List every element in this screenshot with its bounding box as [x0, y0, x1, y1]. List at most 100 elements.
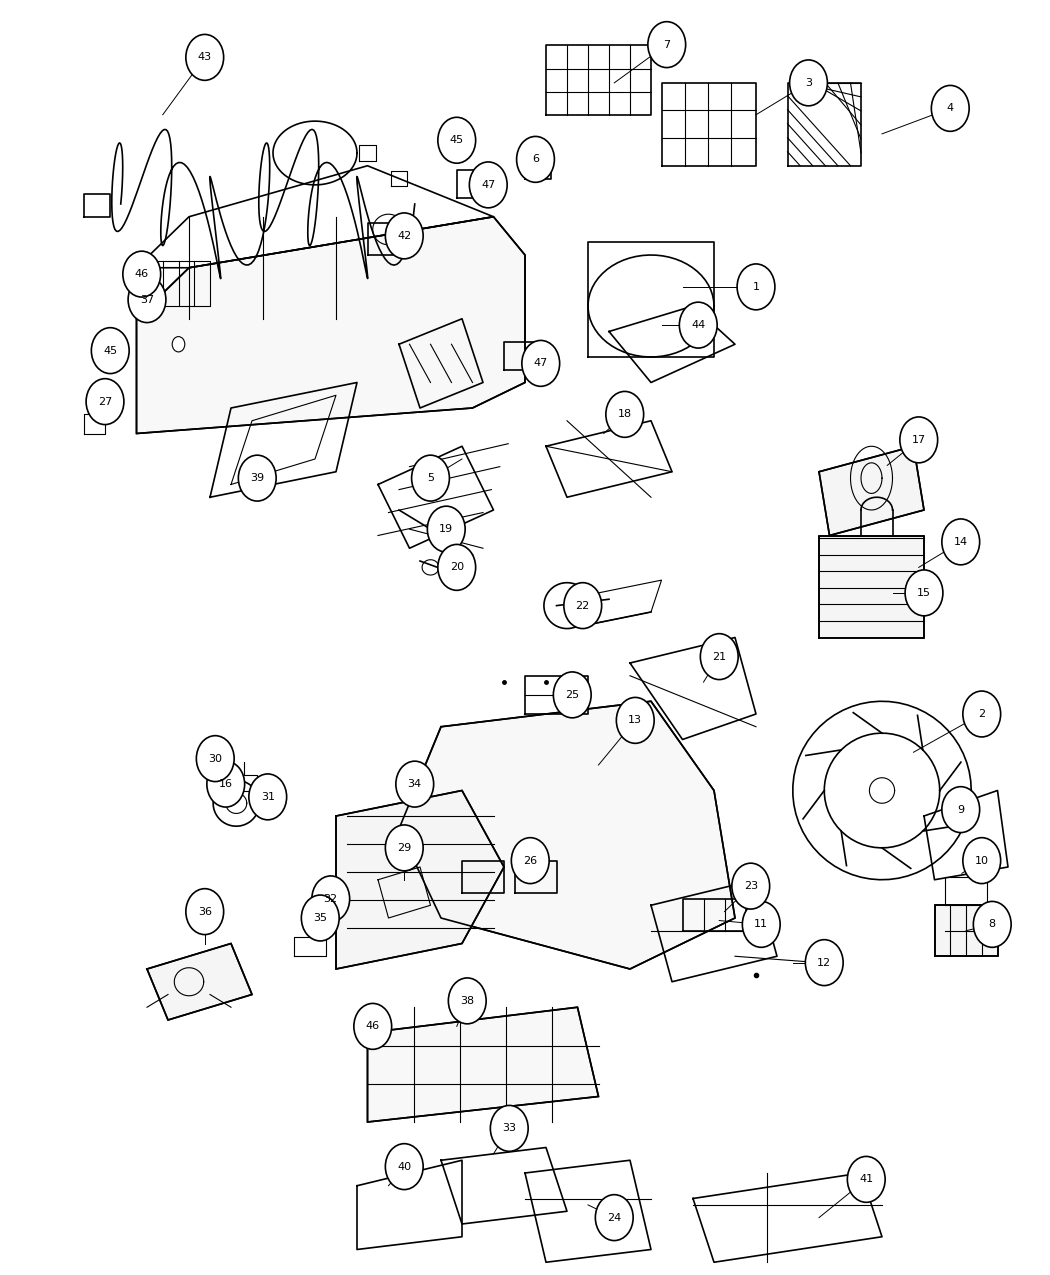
Circle shape [732, 863, 770, 909]
Circle shape [186, 34, 224, 80]
Text: 9: 9 [958, 805, 964, 815]
Polygon shape [147, 944, 252, 1020]
Text: 40: 40 [397, 1162, 412, 1172]
Circle shape [742, 901, 780, 947]
Text: 45: 45 [449, 135, 464, 145]
Text: 17: 17 [911, 435, 926, 445]
Text: 11: 11 [754, 919, 769, 929]
Circle shape [790, 60, 827, 106]
Text: 19: 19 [439, 524, 454, 534]
Circle shape [469, 162, 507, 208]
Text: 20: 20 [449, 562, 464, 572]
Circle shape [606, 391, 644, 437]
Circle shape [648, 22, 686, 68]
Circle shape [385, 213, 423, 259]
Text: 47: 47 [481, 180, 496, 190]
Text: 41: 41 [859, 1174, 874, 1184]
Text: 43: 43 [197, 52, 212, 62]
Circle shape [312, 876, 350, 922]
Text: 39: 39 [250, 473, 265, 483]
Text: 21: 21 [712, 652, 727, 662]
Circle shape [123, 251, 161, 297]
Circle shape [942, 519, 980, 565]
Text: 36: 36 [197, 907, 212, 917]
Polygon shape [399, 701, 735, 969]
Circle shape [354, 1003, 392, 1049]
Circle shape [737, 264, 775, 310]
Circle shape [522, 340, 560, 386]
Circle shape [412, 455, 449, 501]
Text: 35: 35 [313, 913, 328, 923]
Text: 27: 27 [98, 397, 112, 407]
Polygon shape [336, 790, 504, 969]
Text: 16: 16 [218, 779, 233, 789]
Text: 44: 44 [691, 320, 706, 330]
Polygon shape [934, 905, 997, 956]
Circle shape [172, 337, 185, 352]
Circle shape [445, 133, 458, 148]
Text: 4: 4 [947, 103, 953, 113]
Circle shape [99, 349, 111, 365]
Circle shape [438, 544, 476, 590]
Text: 2: 2 [979, 709, 985, 719]
Circle shape [207, 761, 245, 807]
Text: 38: 38 [460, 996, 475, 1006]
Circle shape [249, 774, 287, 820]
Text: 32: 32 [323, 894, 338, 904]
Text: 1: 1 [753, 282, 759, 292]
Circle shape [186, 889, 224, 935]
Text: 3: 3 [805, 78, 812, 88]
Circle shape [847, 1156, 885, 1202]
Circle shape [931, 85, 969, 131]
Polygon shape [136, 217, 525, 434]
Circle shape [942, 787, 980, 833]
Text: 42: 42 [397, 231, 412, 241]
Text: 31: 31 [260, 792, 275, 802]
Text: 12: 12 [817, 958, 832, 968]
Text: 7: 7 [664, 40, 670, 50]
Text: 29: 29 [397, 843, 412, 853]
Text: 34: 34 [407, 779, 422, 789]
Text: 15: 15 [917, 588, 931, 598]
Circle shape [385, 1144, 423, 1190]
Text: 5: 5 [427, 473, 434, 483]
Circle shape [963, 691, 1001, 737]
Text: 46: 46 [365, 1021, 380, 1031]
Circle shape [396, 761, 434, 807]
Text: 26: 26 [523, 856, 538, 866]
Circle shape [963, 838, 1001, 884]
Text: 23: 23 [743, 881, 758, 891]
Circle shape [238, 455, 276, 501]
Circle shape [679, 302, 717, 348]
Circle shape [805, 940, 843, 986]
Circle shape [301, 895, 339, 941]
Text: 24: 24 [607, 1213, 622, 1223]
Circle shape [905, 570, 943, 616]
Circle shape [490, 1105, 528, 1151]
Circle shape [973, 901, 1011, 947]
Circle shape [900, 417, 938, 463]
Circle shape [553, 672, 591, 718]
Polygon shape [368, 1007, 598, 1122]
Polygon shape [819, 536, 924, 638]
Polygon shape [819, 446, 924, 536]
Circle shape [86, 379, 124, 425]
Circle shape [385, 825, 423, 871]
Circle shape [427, 506, 465, 552]
Text: 13: 13 [628, 715, 643, 725]
Circle shape [511, 838, 549, 884]
Circle shape [564, 583, 602, 629]
Text: 8: 8 [989, 919, 995, 929]
Text: 6: 6 [532, 154, 539, 164]
Circle shape [616, 697, 654, 743]
Text: 10: 10 [974, 856, 989, 866]
Text: 37: 37 [140, 295, 154, 305]
Text: 14: 14 [953, 537, 968, 547]
Circle shape [448, 978, 486, 1024]
Text: 30: 30 [208, 754, 223, 764]
Text: 46: 46 [134, 269, 149, 279]
Text: 45: 45 [103, 346, 118, 356]
Circle shape [595, 1195, 633, 1241]
Circle shape [128, 277, 166, 323]
Circle shape [438, 117, 476, 163]
